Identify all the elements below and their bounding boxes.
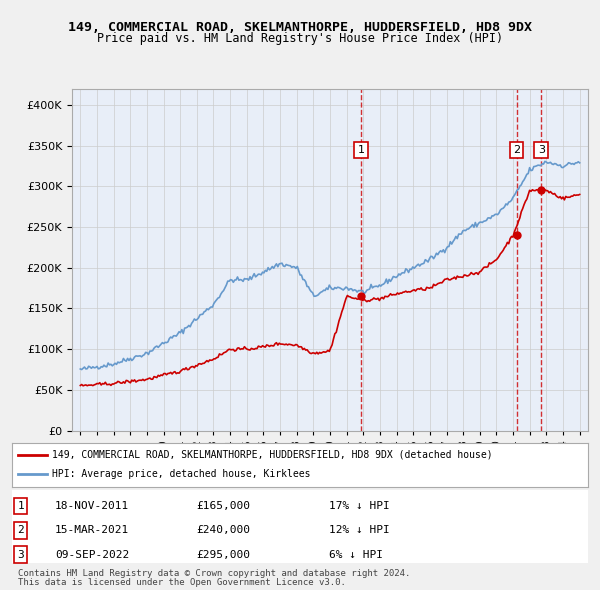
Text: Price paid vs. HM Land Registry's House Price Index (HPI): Price paid vs. HM Land Registry's House … [97, 32, 503, 45]
Text: 3: 3 [17, 550, 24, 559]
Text: £165,000: £165,000 [196, 501, 250, 511]
Text: £240,000: £240,000 [196, 525, 250, 535]
Text: 12% ↓ HPI: 12% ↓ HPI [329, 525, 389, 535]
Text: 2: 2 [17, 525, 24, 535]
Text: HPI: Average price, detached house, Kirklees: HPI: Average price, detached house, Kirk… [52, 470, 311, 479]
Text: 149, COMMERCIAL ROAD, SKELMANTHORPE, HUDDERSFIELD, HD8 9DX (detached house): 149, COMMERCIAL ROAD, SKELMANTHORPE, HUD… [52, 450, 493, 460]
Text: 1: 1 [358, 145, 365, 155]
Point [356, 291, 366, 301]
Text: £295,000: £295,000 [196, 550, 250, 559]
Text: 1: 1 [17, 501, 24, 511]
Text: 6% ↓ HPI: 6% ↓ HPI [329, 550, 383, 559]
Text: 18-NOV-2011: 18-NOV-2011 [55, 501, 130, 511]
Text: 2: 2 [513, 145, 520, 155]
Text: Contains HM Land Registry data © Crown copyright and database right 2024.: Contains HM Land Registry data © Crown c… [18, 569, 410, 578]
Point [536, 186, 546, 195]
Text: 15-MAR-2021: 15-MAR-2021 [55, 525, 130, 535]
Text: 149, COMMERCIAL ROAD, SKELMANTHORPE, HUDDERSFIELD, HD8 9DX: 149, COMMERCIAL ROAD, SKELMANTHORPE, HUD… [68, 21, 532, 34]
Text: 3: 3 [538, 145, 545, 155]
Text: 17% ↓ HPI: 17% ↓ HPI [329, 501, 389, 511]
Text: This data is licensed under the Open Government Licence v3.0.: This data is licensed under the Open Gov… [18, 578, 346, 587]
Text: 09-SEP-2022: 09-SEP-2022 [55, 550, 130, 559]
Point [512, 231, 521, 240]
